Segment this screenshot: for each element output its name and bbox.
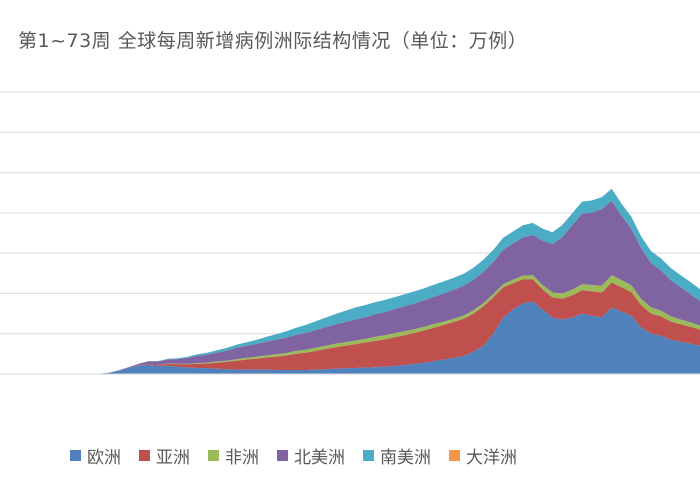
chart-legend: 欧洲 亚洲 非洲 北美洲 南美洲 大洋洲 xyxy=(70,443,535,468)
legend-swatch xyxy=(139,450,150,461)
legend-swatch xyxy=(208,450,219,461)
legend-swatch xyxy=(70,450,81,461)
legend-entry: 亚洲 xyxy=(139,443,190,468)
legend-entry: 欧洲 xyxy=(70,443,121,468)
legend-label: 南美洲 xyxy=(380,448,431,468)
series-0-area xyxy=(20,301,700,374)
legend-label: 非洲 xyxy=(225,448,259,468)
series-1-area xyxy=(20,279,700,374)
legend-swatch xyxy=(277,450,288,461)
legend-label: 大洋洲 xyxy=(466,448,517,468)
legend-entry: 非洲 xyxy=(208,443,259,468)
legend-label: 亚洲 xyxy=(156,448,190,468)
legend-label: 欧洲 xyxy=(87,448,121,468)
series-3-area xyxy=(20,200,700,374)
legend-entry: 大洋洲 xyxy=(449,443,517,468)
legend-swatch xyxy=(449,450,460,461)
legend-swatch xyxy=(363,450,374,461)
legend-entry: 南美洲 xyxy=(363,443,431,468)
legend-entry: 北美洲 xyxy=(277,443,345,468)
series-4-area xyxy=(20,188,700,374)
legend-label: 北美洲 xyxy=(294,448,345,468)
chart-title: 第1~73周 全球每周新增病例洲际结构情况（单位：万例） xyxy=(18,30,528,52)
